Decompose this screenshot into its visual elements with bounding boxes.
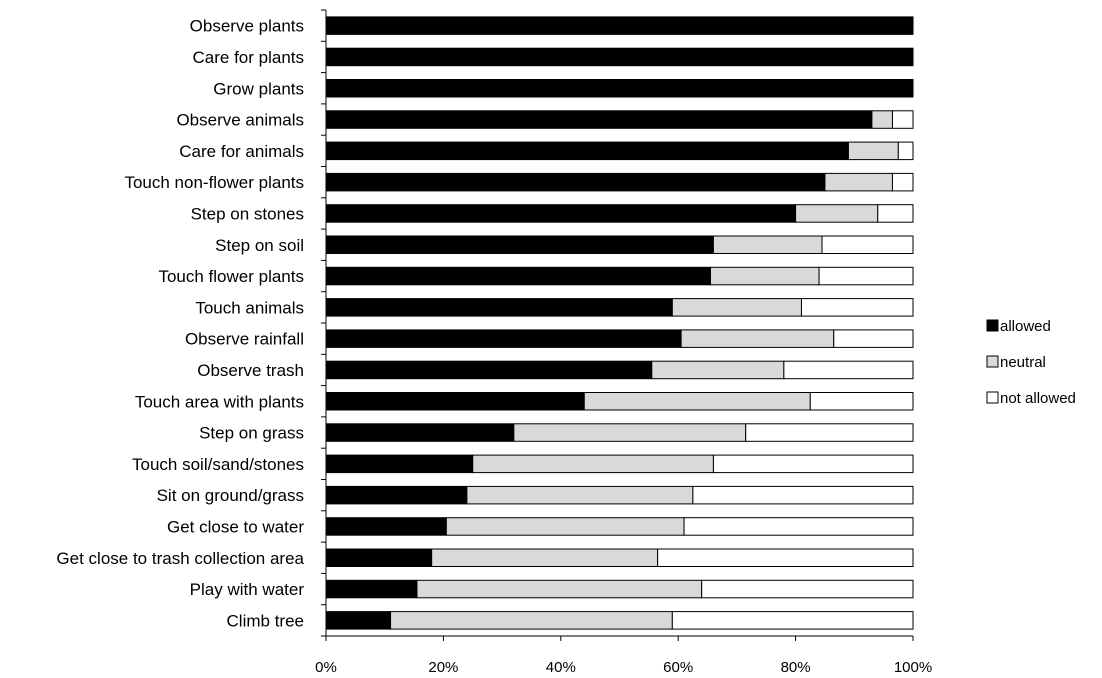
bar-allowed-4 xyxy=(325,141,849,161)
legend-label-not-allowed: not allowed xyxy=(1000,390,1076,407)
bar-allowed-8 xyxy=(325,266,711,286)
bar-allowed-15 xyxy=(325,485,468,505)
legend-label-neutral: neutral xyxy=(1000,354,1046,371)
category-label: Get close to water xyxy=(167,517,304,536)
x-tick-label: 100% xyxy=(894,659,932,676)
bar-not-allowed-15 xyxy=(692,485,914,505)
x-tick-label: 60% xyxy=(663,659,693,676)
x-tick-label: 0% xyxy=(315,659,337,676)
legend-swatch-allowed xyxy=(986,319,999,332)
bar-not-allowed-4 xyxy=(897,141,914,161)
category-label: Step on grass xyxy=(199,424,304,443)
bar-not-allowed-17 xyxy=(657,548,914,567)
category-label: Touch non-flower plants xyxy=(124,173,304,192)
bar-neutral-8 xyxy=(709,266,820,286)
category-label: Care for animals xyxy=(179,142,304,161)
bar-allowed-1 xyxy=(325,47,914,67)
bar-neutral-19 xyxy=(390,611,673,630)
bar-not-allowed-18 xyxy=(701,579,914,599)
x-tick-label: 20% xyxy=(428,659,458,676)
x-tick-label: 80% xyxy=(781,659,811,676)
bar-allowed-3 xyxy=(325,110,873,129)
bar-allowed-9 xyxy=(325,298,673,317)
bar-neutral-12 xyxy=(583,392,811,411)
category-label: Step on soil xyxy=(215,236,304,255)
bar-neutral-10 xyxy=(680,329,835,348)
bar-not-allowed-12 xyxy=(809,392,914,411)
category-label: Touch animals xyxy=(195,298,304,317)
bar-not-allowed-10 xyxy=(833,329,914,348)
bar-not-allowed-3 xyxy=(891,110,914,129)
bar-allowed-11 xyxy=(325,360,653,380)
category-label: Touch area with plants xyxy=(135,392,304,411)
bar-neutral-11 xyxy=(651,360,785,380)
category-label: Climb tree xyxy=(227,611,304,630)
bar-allowed-5 xyxy=(325,172,826,192)
bar-allowed-14 xyxy=(325,454,474,474)
category-label: Get close to trash collection area xyxy=(56,549,304,568)
category-labels: Observe plants Care for plants Grow plants… xyxy=(56,17,304,631)
bar-not-allowed-14 xyxy=(712,454,914,474)
bar-allowed-10 xyxy=(325,329,682,348)
bar-not-allowed-19 xyxy=(671,611,914,630)
bar-neutral-16 xyxy=(445,517,685,536)
legend-label-allowed: allowed xyxy=(1000,318,1051,335)
bar-neutral-13 xyxy=(513,423,747,442)
category-label: Observe animals xyxy=(176,111,304,130)
bar-neutral-14 xyxy=(472,454,714,474)
bar-neutral-6 xyxy=(795,204,879,223)
bar-not-allowed-9 xyxy=(800,298,914,317)
bar-allowed-13 xyxy=(325,423,515,442)
bar-allowed-12 xyxy=(325,392,585,411)
category-label: Sit on ground/grass xyxy=(157,486,304,505)
bar-not-allowed-13 xyxy=(745,423,914,442)
bar-not-allowed-11 xyxy=(783,360,914,380)
category-label: Touch flower plants xyxy=(158,267,304,286)
axes xyxy=(321,9,914,641)
bar-neutral-17 xyxy=(431,548,659,567)
bar-allowed-19 xyxy=(325,611,392,630)
bar-neutral-15 xyxy=(466,485,694,505)
legend: allowed neutral not allowed xyxy=(986,318,1076,407)
category-label: Play with water xyxy=(190,580,305,599)
bar-neutral-5 xyxy=(824,172,893,192)
bar-allowed-16 xyxy=(325,517,447,536)
bar-not-allowed-8 xyxy=(818,266,914,286)
category-label: Observe plants xyxy=(190,17,304,36)
category-label: Observe rainfall xyxy=(185,330,304,349)
x-tick-labels: 0% 20% 40% 60% 80% 100% xyxy=(315,659,932,676)
bar-allowed-18 xyxy=(325,579,418,599)
legend-swatch-neutral xyxy=(986,355,999,368)
bar-allowed-2 xyxy=(325,79,914,98)
bar-allowed-7 xyxy=(325,235,714,254)
bar-neutral-9 xyxy=(671,298,802,317)
bar-allowed-17 xyxy=(325,548,433,567)
bars-layer xyxy=(325,16,914,630)
bar-neutral-7 xyxy=(712,235,823,254)
category-label: Observe trash xyxy=(197,361,304,380)
category-label: Step on stones xyxy=(191,204,304,223)
bar-not-allowed-16 xyxy=(683,517,914,536)
category-label: Touch soil/sand/stones xyxy=(132,455,304,474)
bar-neutral-3 xyxy=(871,110,893,129)
category-label: Care for plants xyxy=(193,48,305,67)
bar-neutral-18 xyxy=(416,579,703,599)
category-label: Grow plants xyxy=(213,79,304,98)
bar-neutral-4 xyxy=(847,141,899,161)
bar-not-allowed-7 xyxy=(821,235,914,254)
bar-allowed-0 xyxy=(325,16,914,35)
legend-swatch-not-allowed xyxy=(986,391,999,404)
bar-not-allowed-5 xyxy=(891,172,914,192)
bar-not-allowed-6 xyxy=(877,204,914,223)
bar-allowed-6 xyxy=(325,204,797,223)
x-tick-label: 40% xyxy=(546,659,576,676)
